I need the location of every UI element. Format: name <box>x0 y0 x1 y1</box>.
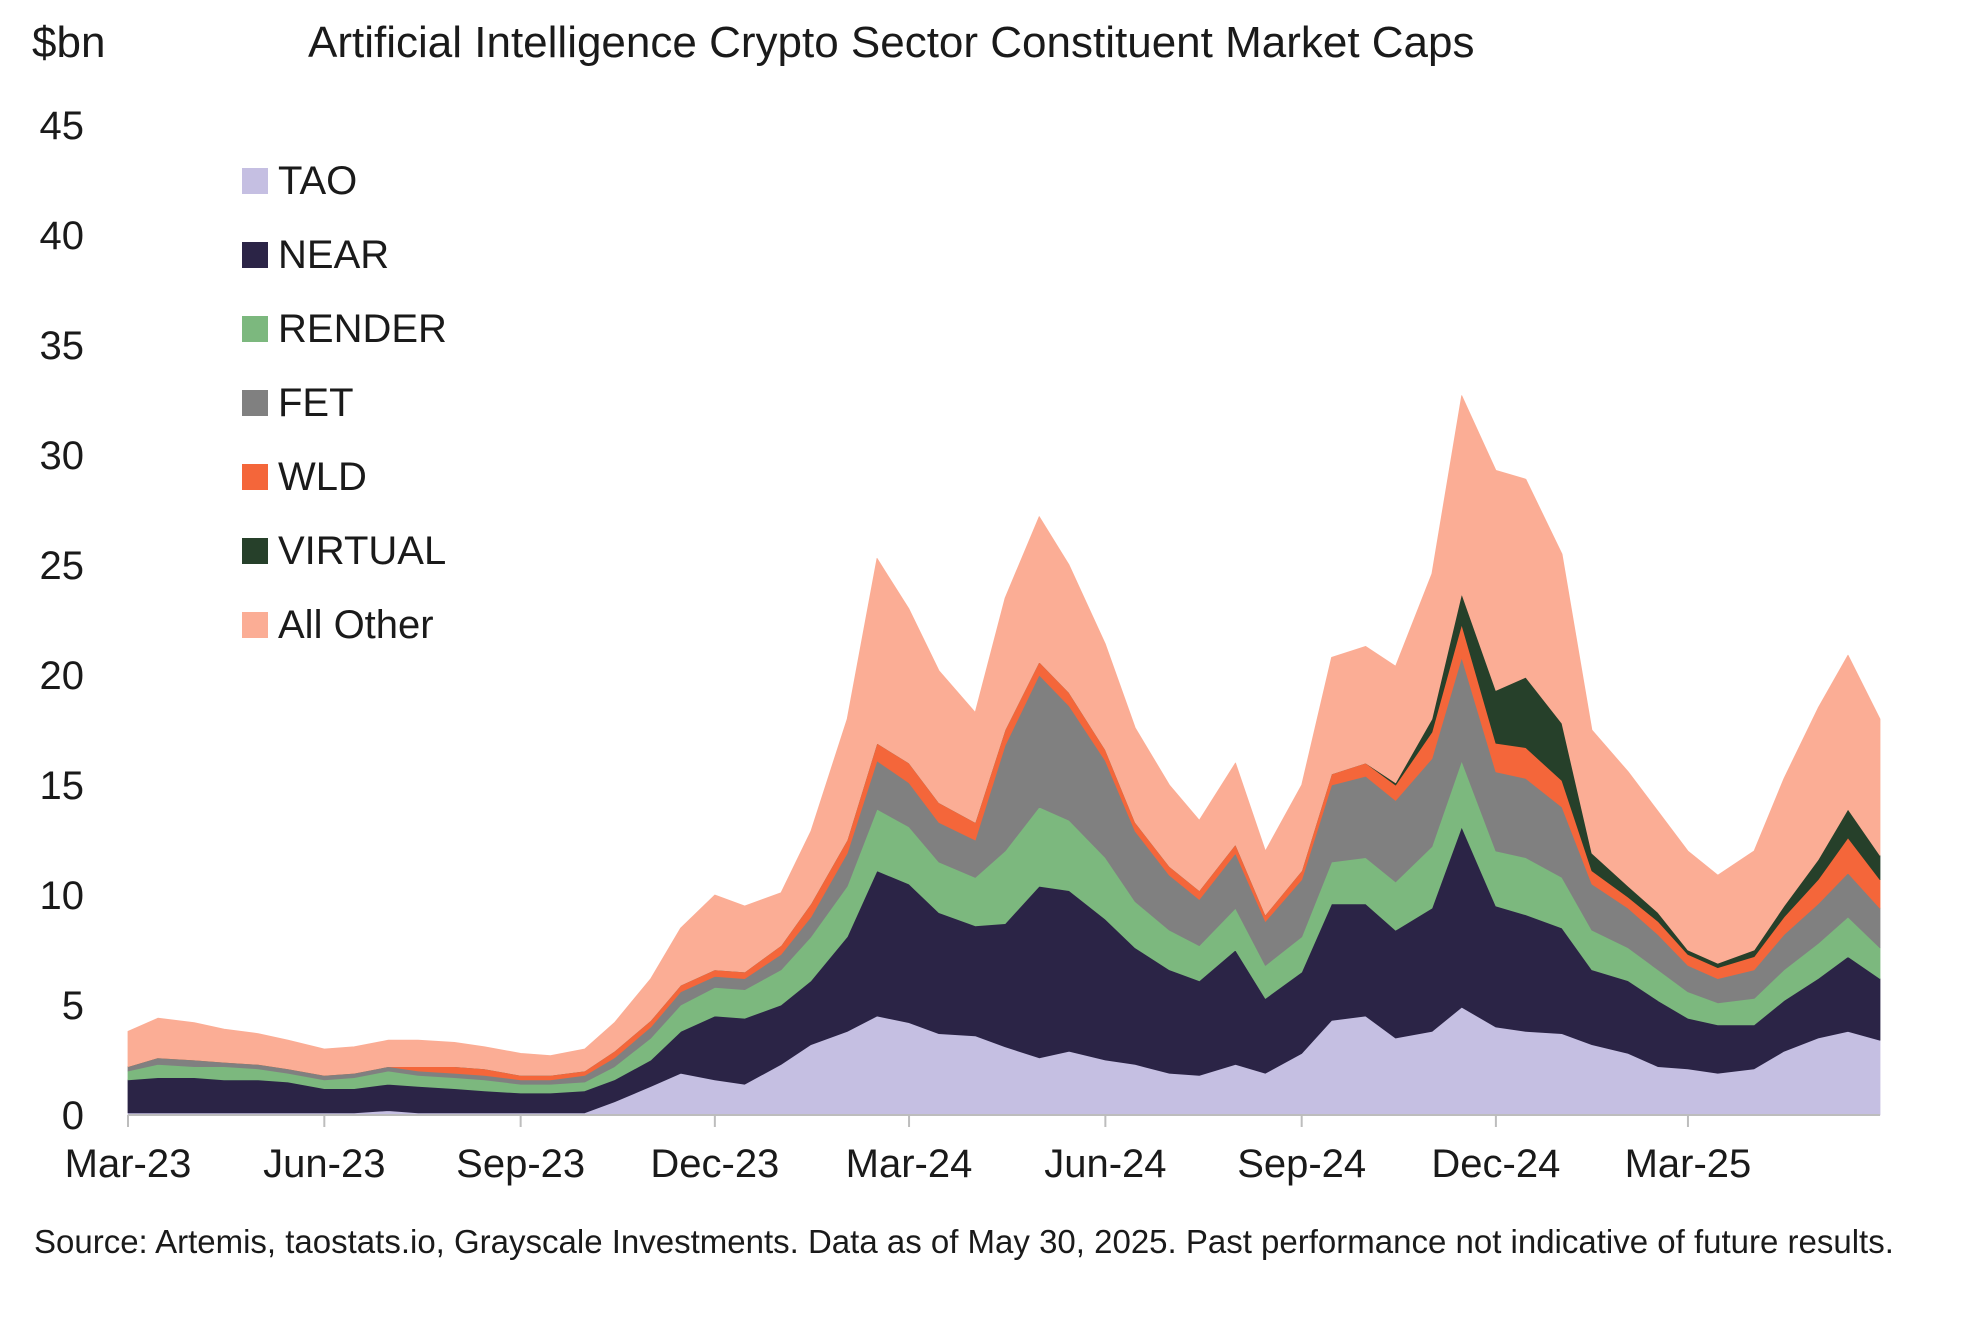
x-tick-label: Mar-24 <box>846 1142 973 1186</box>
x-tick-label: Sep-23 <box>456 1142 585 1186</box>
y-tick-label: 15 <box>40 764 85 808</box>
y-tick-label: 30 <box>40 434 85 478</box>
chart-title: Artificial Intelligence Crypto Sector Co… <box>308 18 1475 67</box>
x-tick-label: Mar-25 <box>1625 1142 1752 1186</box>
legend-item-wld: WLD <box>242 440 447 514</box>
legend: TAO NEAR RENDER FET WLD VIRTUAL All Othe… <box>242 144 447 662</box>
y-tick-label: 40 <box>40 214 85 258</box>
y-tick-label: 5 <box>62 984 84 1028</box>
x-tick-label: Jun-24 <box>1044 1142 1166 1186</box>
x-tick-label: Dec-23 <box>650 1142 779 1186</box>
legend-swatch-fet <box>242 390 268 416</box>
legend-label-fet: FET <box>278 380 354 425</box>
legend-label-tao: TAO <box>278 158 358 203</box>
legend-swatch-render <box>242 316 268 342</box>
x-tick-label: Sep-24 <box>1237 1142 1366 1186</box>
legend-swatch-virtual <box>242 538 268 564</box>
legend-item-tao: TAO <box>242 144 447 218</box>
legend-swatch-wld <box>242 464 268 490</box>
x-tick-label: Mar-23 <box>65 1142 192 1186</box>
legend-label-wld: WLD <box>278 454 367 499</box>
y-tick-label: 20 <box>40 654 85 698</box>
legend-swatch-tao <box>242 168 268 194</box>
area-series-all-other <box>127 395 1881 1076</box>
legend-item-fet: FET <box>242 366 447 440</box>
legend-label-render: RENDER <box>278 306 447 351</box>
legend-label-virtual: VIRTUAL <box>278 528 447 573</box>
area-layer <box>127 395 1881 1116</box>
legend-item-near: NEAR <box>242 218 447 292</box>
y-tick-label: 0 <box>62 1094 84 1138</box>
legend-swatch-near <box>242 242 268 268</box>
source-note: Source: Artemis, taostats.io, Grayscale … <box>34 1223 1894 1260</box>
legend-item-render: RENDER <box>242 292 447 366</box>
y-axis-unit-label: $bn <box>32 18 106 67</box>
y-tick-layer: 0 5 10 15 20 25 30 35 40 45 <box>40 104 85 1138</box>
y-tick-label: 45 <box>40 104 85 148</box>
legend-item-all-other: All Other <box>242 588 447 662</box>
legend-label-all-other: All Other <box>278 602 434 647</box>
legend-item-virtual: VIRTUAL <box>242 514 447 588</box>
x-tick-layer: Mar-23 Jun-23 Sep-23 Dec-23 Mar-24 Jun-24 Sep-… <box>65 1115 1752 1186</box>
y-tick-label: 35 <box>40 324 85 368</box>
x-tick-label: Dec-24 <box>1431 1142 1560 1186</box>
y-tick-label: 25 <box>40 544 85 588</box>
legend-label-near: NEAR <box>278 232 390 277</box>
legend-swatch-all-other <box>242 612 268 638</box>
x-tick-label: Jun-23 <box>263 1142 385 1186</box>
y-tick-label: 10 <box>40 874 85 918</box>
